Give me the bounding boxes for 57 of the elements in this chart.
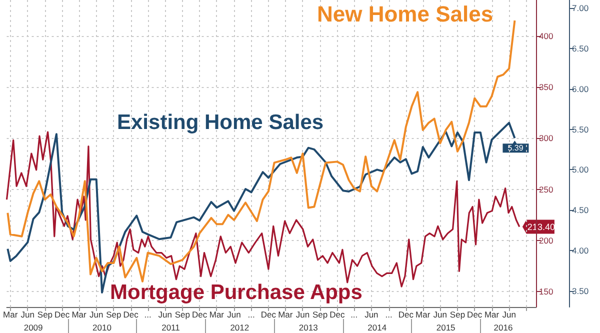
data-label: 5.39 xyxy=(508,144,524,153)
series-label: Existing Home Sales xyxy=(117,111,324,134)
y-tick-label: 6.50 xyxy=(572,43,589,54)
y-tick-label: 6.00 xyxy=(572,84,589,94)
x-tick-label: Dec xyxy=(123,310,140,320)
x-tick-label: Sep xyxy=(106,310,122,320)
x-tick-label: Mar xyxy=(416,310,430,320)
x-tick-label: Mar xyxy=(72,310,87,320)
data-label: 213.40 xyxy=(527,222,555,232)
y2-tick-label: 350 xyxy=(539,82,554,92)
x-tick-label: Dec xyxy=(330,310,346,320)
x-tick-label: ... xyxy=(248,310,255,320)
series-label: Mortgage Purchase Apps xyxy=(110,281,362,304)
x-tick-label: Jun xyxy=(296,310,310,320)
x-tick-label: Mar xyxy=(209,310,224,320)
x-tick-label: Jun xyxy=(502,310,516,320)
x2-tick-label: 2009 xyxy=(24,322,44,332)
x2-tick-label: 2010 xyxy=(92,322,112,332)
y2-tick-label: 400 xyxy=(539,30,554,41)
x-tick-label: Jun xyxy=(227,310,242,320)
series-label: New Home Sales xyxy=(317,2,494,26)
x-tick-label: Jun xyxy=(90,310,104,320)
x-tick-label: Dec xyxy=(467,310,483,320)
x-tick-label: Dec xyxy=(398,310,414,320)
x-tick-label: Dec xyxy=(260,310,277,320)
x-tick-label: Jun xyxy=(433,310,448,320)
y-tick-label: 5.00 xyxy=(572,164,589,175)
x2-tick-label: 2015 xyxy=(436,322,456,332)
x-tick-label: Jun xyxy=(364,310,379,320)
x2-tick-label: 2011 xyxy=(162,322,180,332)
x2-tick-label: 2013 xyxy=(298,322,318,332)
y-tick-label: 5.50 xyxy=(572,124,589,134)
x-tick-label: Sep xyxy=(450,310,466,320)
y2-tick-label: 150 xyxy=(539,286,554,297)
x-tick-label: Mar xyxy=(3,310,18,320)
y2-tick-label: 250 xyxy=(539,184,554,194)
x-tick-label: Jun xyxy=(20,310,35,320)
x-tick-label: Dec xyxy=(192,310,208,320)
x-tick-label: ... xyxy=(144,310,152,320)
y-tick-label: 3.50 xyxy=(572,286,589,296)
x2-tick-label: 2014 xyxy=(368,322,387,332)
x-tick-label: ... xyxy=(350,310,358,320)
y-tick-label: 4.00 xyxy=(572,245,589,256)
x-tick-label: Sep xyxy=(37,310,53,320)
x-tick-label: Dec xyxy=(54,310,70,320)
y-tick-label: 4.50 xyxy=(572,205,589,216)
y2-tick-label: 300 xyxy=(539,133,554,144)
y-tick-label: 7.00 xyxy=(572,3,589,14)
y2-tick-label: 200 xyxy=(539,235,554,246)
x-tick-label: Mar xyxy=(278,310,293,320)
x2-tick-label: 2012 xyxy=(230,322,250,332)
x2-tick-label: 2016 xyxy=(494,322,513,332)
x-tick-label: Jun xyxy=(158,310,172,320)
x-tick-label: Sep xyxy=(174,310,190,320)
x-tick-label: Mar xyxy=(484,310,500,320)
x-tick-label: ... xyxy=(385,310,392,320)
x-tick-label: Sep xyxy=(312,310,328,320)
